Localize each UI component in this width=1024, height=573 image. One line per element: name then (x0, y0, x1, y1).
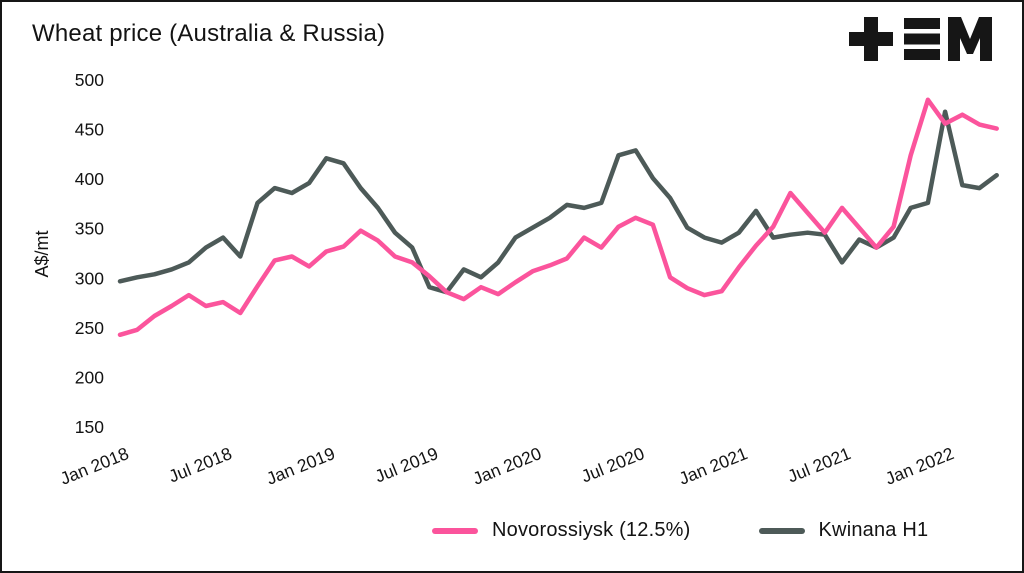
svg-text:Jan 2019: Jan 2019 (264, 443, 338, 489)
chart-legend: Novorossiysk (12.5%) Kwinana H1 (432, 519, 928, 542)
logo-m-icon (948, 17, 992, 61)
svg-text:Jan 2020: Jan 2020 (470, 443, 545, 489)
svg-text:Jul 2021: Jul 2021 (785, 443, 854, 486)
svg-text:250: 250 (75, 318, 104, 338)
svg-text:Jan 2021: Jan 2021 (676, 443, 750, 489)
legend-swatch (432, 527, 478, 534)
legend-item-kwinana: Kwinana H1 (758, 519, 929, 542)
svg-text:200: 200 (75, 367, 104, 387)
legend-label: Kwinana H1 (818, 519, 929, 541)
chart-title: Wheat price (Australia & Russia) (32, 20, 386, 47)
svg-text:350: 350 (75, 219, 104, 239)
svg-text:300: 300 (75, 268, 104, 288)
tem-logo (849, 17, 992, 61)
svg-text:Jul 2020: Jul 2020 (578, 443, 647, 486)
svg-text:500: 500 (75, 70, 104, 90)
svg-text:Jul 2019: Jul 2019 (372, 443, 441, 486)
svg-text:A$/mt: A$/mt (32, 230, 52, 277)
svg-text:Jul 2018: Jul 2018 (166, 443, 235, 486)
svg-text:450: 450 (75, 120, 104, 140)
legend-label: Novorossiysk (12.5%) (492, 519, 691, 541)
svg-text:Jan 2018: Jan 2018 (57, 443, 131, 489)
svg-text:150: 150 (75, 417, 104, 437)
legend-item-novorossiysk: Novorossiysk (12.5%) (432, 519, 691, 542)
legend-swatch (758, 527, 805, 534)
svg-text:400: 400 (75, 169, 104, 189)
logo-bars-icon (904, 18, 940, 29)
svg-text:Jan 2022: Jan 2022 (882, 443, 956, 489)
